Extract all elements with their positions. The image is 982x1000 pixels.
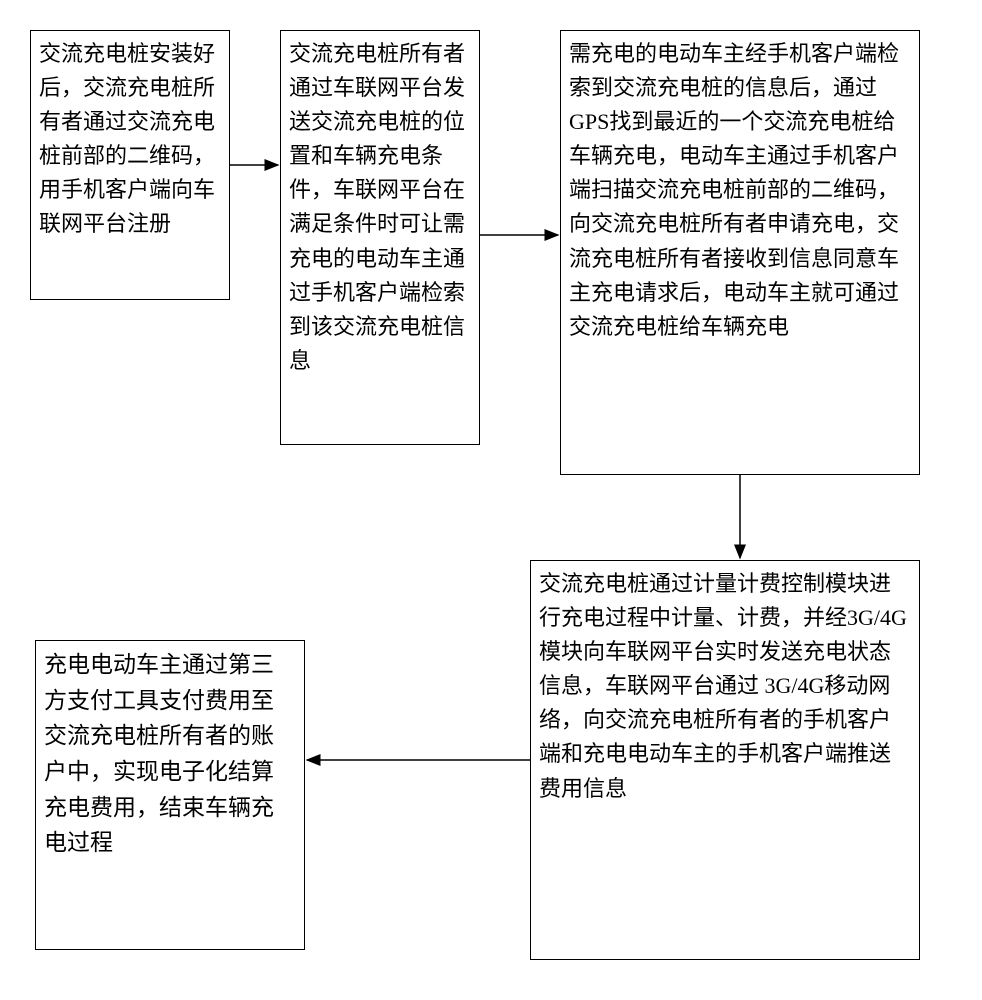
flow-step-3-text: 需充电的电动车主经手机客户端检索到交流充电桩的信息后，通过 GPS找到最近的一个…: [569, 41, 899, 339]
flow-step-5: 充电电动车主通过第三方支付工具支付费用至交流充电桩所有者的账户中，实现电子化结算…: [35, 640, 305, 950]
flow-step-3: 需充电的电动车主经手机客户端检索到交流充电桩的信息后，通过 GPS找到最近的一个…: [560, 30, 920, 475]
flow-step-4-text: 交流充电桩通过计量计费控制模块进行充电过程中计量、计费，并经3G/4G模块向车联…: [539, 571, 907, 801]
flow-step-4: 交流充电桩通过计量计费控制模块进行充电过程中计量、计费，并经3G/4G模块向车联…: [530, 560, 920, 960]
flow-step-2: 交流充电桩所有者通过车联网平台发送交流充电桩的位置和车辆充电条件，车联网平台在满…: [280, 30, 480, 445]
flow-step-2-text: 交流充电桩所有者通过车联网平台发送交流充电桩的位置和车辆充电条件，车联网平台在满…: [289, 41, 465, 373]
flow-step-1-text: 交流充电桩安装好后，交流充电桩所有者通过交流充电桩前部的二维码，用手机客户端向车…: [39, 41, 215, 236]
flow-step-1: 交流充电桩安装好后，交流充电桩所有者通过交流充电桩前部的二维码，用手机客户端向车…: [30, 30, 230, 300]
flow-step-5-text: 充电电动车主通过第三方支付工具支付费用至交流充电桩所有者的账户中，实现电子化结算…: [44, 652, 274, 855]
